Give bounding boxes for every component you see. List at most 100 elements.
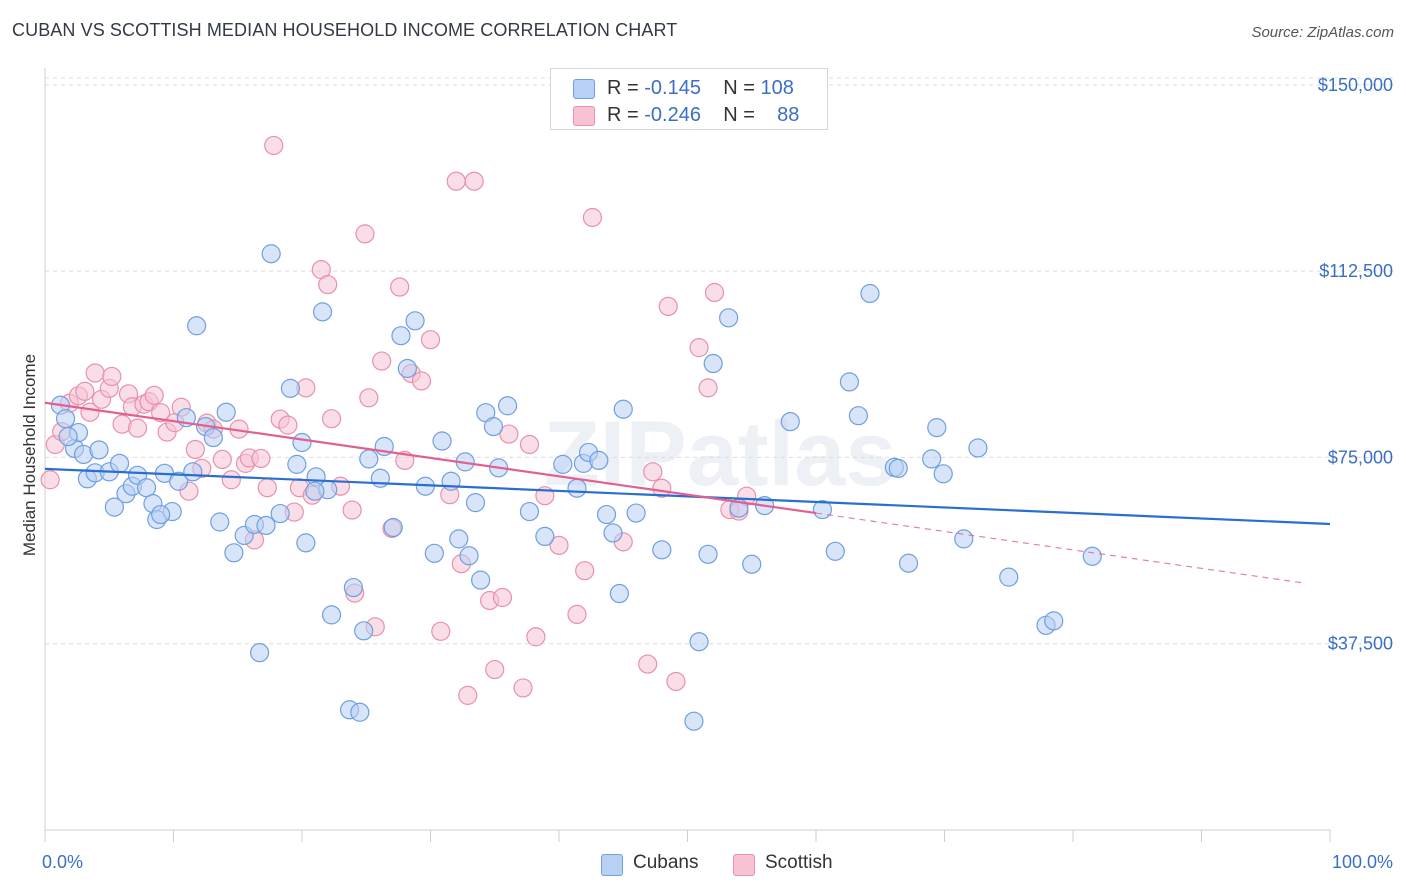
cubans-point (780, 412, 800, 432)
scottish-point (251, 448, 271, 469)
cubans-point (898, 553, 919, 573)
scottish-point (666, 671, 686, 692)
scottish-point (567, 604, 587, 625)
cubans-point (261, 244, 281, 264)
scottish-point (264, 135, 284, 156)
x-tick-label: 0.0% (42, 852, 83, 872)
cubans-point (224, 543, 244, 563)
cubans-point (89, 440, 109, 460)
axes (44, 68, 1331, 842)
scottish-point (318, 274, 338, 295)
scottish-point (355, 224, 375, 244)
cubans-point (354, 621, 374, 641)
scottish-point (513, 678, 533, 698)
y-tick-label: $112,500 (1319, 261, 1393, 281)
scottish-point (278, 415, 298, 435)
scottish-point (359, 388, 379, 408)
cubans-point (391, 326, 411, 346)
scottish-point (151, 403, 171, 423)
cubans-point (553, 454, 573, 474)
scottish-legend-swatch (733, 854, 755, 876)
scottish-trend-line (44, 401, 817, 515)
cubans-point (287, 454, 307, 474)
cubans-point (999, 567, 1019, 587)
cubans-point (968, 438, 988, 458)
cubans-point (684, 711, 704, 731)
y-tick-label: $75,000 (1328, 447, 1393, 467)
cubans-point (424, 543, 444, 563)
cubans-point (498, 396, 518, 416)
cubans-point (383, 517, 403, 538)
y-tick-labels: $37,500 $75,000 $112,500 $150,000 (1318, 75, 1393, 654)
scottish-point (464, 171, 484, 191)
cubans-legend-label: Cubans (633, 852, 699, 873)
scottish-point (526, 627, 546, 647)
cubans-point (689, 632, 709, 652)
scottish-point (575, 561, 595, 581)
cubans-point (589, 450, 609, 470)
scottish-point (85, 363, 105, 383)
cubans-point (626, 503, 646, 523)
chart-title: CUBAN VS SCOTTISH MEDIAN HOUSEHOLD INCOM… (12, 20, 678, 40)
scottish-point (458, 685, 478, 705)
cubans-point (312, 302, 333, 322)
scottish-point (212, 449, 232, 470)
cubans-point (465, 493, 486, 513)
cubans-point (296, 533, 316, 553)
cubans-point (719, 308, 739, 328)
cubans-point (471, 570, 491, 590)
scottish-point (704, 282, 725, 303)
n-value: 108 (760, 77, 794, 99)
r-value: -0.145 (644, 77, 701, 99)
cubans-point (1082, 546, 1102, 566)
scottish-point (638, 654, 658, 674)
cubans-point (567, 478, 587, 498)
n-value: 88 (777, 104, 800, 126)
scottish-point (321, 409, 342, 429)
y-tick-label: $37,500 (1328, 634, 1393, 654)
cubans-points (50, 244, 1102, 731)
x-tick-label: 100.0% (1332, 852, 1393, 872)
scottish-legend-label: Scottish (765, 852, 833, 873)
cubans-point (596, 504, 617, 525)
scottish-point (431, 621, 451, 641)
cubans-point (812, 499, 833, 520)
cubans-point (459, 546, 479, 566)
scottish-point (144, 385, 164, 405)
scottish-point (499, 424, 519, 444)
cubans-point (187, 316, 207, 336)
cubans-point (104, 497, 124, 517)
legend-cubans-text: R = -0.145 N = 108 (607, 77, 794, 100)
cubans-point (305, 481, 325, 501)
cubans-point (848, 406, 869, 426)
scottish-point (185, 439, 205, 460)
r-label: R = (607, 104, 645, 126)
cubans-point (397, 358, 417, 379)
scottish-point (643, 462, 663, 482)
legend-scottish-text: R = -0.246 N = 88 (607, 104, 799, 127)
cubans-point (888, 458, 908, 478)
scottish-point (582, 207, 603, 228)
scottish-point (75, 381, 95, 401)
cubans-point (432, 431, 452, 451)
cubans-point (109, 453, 130, 473)
cubans-point (280, 378, 301, 398)
cubans-point (151, 504, 171, 525)
scottish-point (102, 366, 122, 387)
cubans-point (839, 372, 860, 392)
source-credit: Source: ZipAtlas.com (1251, 24, 1394, 41)
scottish-point (549, 535, 569, 555)
cubans-point (483, 417, 504, 437)
scottish-point (40, 470, 60, 490)
cubans-point (350, 702, 370, 722)
scottish-point (698, 378, 718, 398)
cubans-point (270, 503, 290, 524)
cubans-point (825, 541, 845, 561)
scottish-point (420, 330, 441, 350)
cubans-point (922, 449, 942, 469)
cubans-point (183, 462, 203, 482)
scottish-point (372, 351, 392, 371)
cubans-point (609, 583, 629, 604)
cubans-point (359, 449, 379, 469)
